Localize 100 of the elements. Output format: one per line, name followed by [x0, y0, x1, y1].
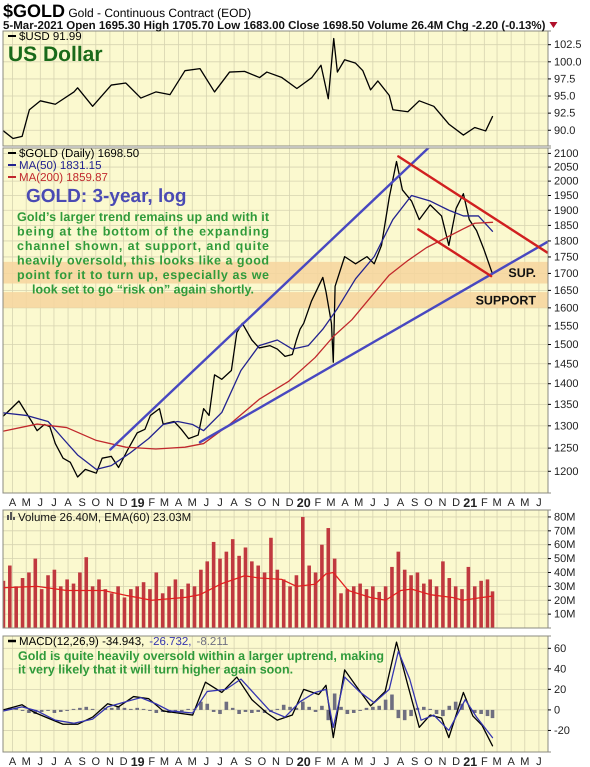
x-tick-label: J	[536, 756, 542, 767]
x-tick-label: D	[452, 496, 460, 509]
y-tick-label: 2050	[554, 162, 578, 174]
x-tick-label: F	[480, 496, 488, 509]
x-tick-label: M	[520, 496, 530, 509]
x-tick-label: J	[384, 496, 390, 509]
legend-label: $GOLD (Daily) 1698.50	[19, 148, 140, 160]
x-tick-label: A	[396, 496, 405, 509]
x-tick-label: S	[78, 756, 86, 767]
chart-title: Volume 26.40M, EMA(60) 23.03M	[18, 512, 192, 524]
x-tick-label: O	[258, 756, 267, 767]
y-tick-label: 80M	[554, 511, 576, 524]
y-tick-label: 92.5	[554, 108, 576, 120]
x-tick-label: A	[507, 496, 516, 509]
y-tick-label: 60M	[554, 539, 576, 552]
y-tick-label: 40M	[554, 566, 576, 579]
x-tick-label: M	[520, 756, 530, 767]
y-tick-label: 97.5	[554, 73, 576, 86]
band-label: SUPPORT	[476, 293, 536, 308]
x-tick-label: M	[22, 496, 31, 509]
y-tick-label: 1600	[554, 302, 578, 314]
x-tick-label: M	[188, 496, 197, 509]
y-tick-label: 1650	[554, 284, 578, 297]
x-tick-label: A	[507, 756, 516, 767]
y-tick-label: 20M	[554, 594, 576, 607]
x-tick-label: J	[204, 496, 210, 509]
x-tick-label: N	[272, 496, 280, 509]
x-tick-label: N	[106, 496, 114, 509]
x-tick-label: F	[314, 756, 322, 767]
y-tick-label: 95.0	[554, 90, 576, 103]
x-tick-label: D	[120, 756, 128, 767]
annotation: GOLD: 3-year, log	[26, 186, 186, 207]
y-tick-label: 1300	[554, 420, 578, 432]
x-tick-label: F	[314, 496, 322, 509]
chart-title: $GOLD Gold - Continuous Contract (EOD)	[3, 1, 252, 21]
x-tick-label: J	[217, 496, 223, 509]
y-tick-label: 10M	[554, 608, 576, 621]
x-tick-label: A	[341, 496, 350, 509]
x-tick-label: J	[38, 496, 44, 509]
y-tick-label: -20	[554, 724, 570, 737]
y-tick-label: 90.0	[554, 124, 576, 137]
x-tick-label: S	[411, 496, 418, 509]
y-tick-label: 1850	[554, 220, 578, 232]
y-tick-label: 0	[554, 704, 560, 716]
x-tick-label: O	[258, 496, 267, 509]
x-tick-label: S	[411, 756, 418, 767]
y-tick-label: 1900	[554, 204, 578, 217]
x-tick-label: M	[22, 756, 31, 767]
x-tick-label: A	[230, 496, 238, 509]
legend-label: $USD 91.99	[19, 31, 82, 43]
y-tick-label: 2000	[554, 176, 578, 188]
x-tick-label: J	[51, 756, 57, 767]
annotation: Gold’s larger trend remains up and with it being at the bottom of the expanding channel shown, at support, and quite heavily oversold, this looks like a good point for it to turn up, especially as we look set to go “risk on” again shortly.	[17, 210, 270, 296]
text: -8.211	[196, 636, 228, 648]
x-tick-label: M	[326, 756, 336, 767]
y-tick-label: 20	[554, 684, 566, 696]
x-tick-label: D	[286, 496, 294, 509]
legend-label: MA(50) 1831.15	[19, 160, 102, 172]
y-tick-label: 1550	[554, 320, 578, 332]
y-tick-label: 100.0	[554, 56, 582, 68]
x-tick-label: 20	[296, 754, 311, 767]
x-tick-label: 21	[463, 754, 478, 767]
y-tick-label: 2100	[554, 148, 578, 160]
x-tick-label: A	[64, 756, 72, 767]
x-tick-label: D	[452, 756, 460, 767]
x-tick-label: M	[492, 496, 502, 509]
y-tick-label: 1350	[554, 398, 578, 411]
annotation: US Dollar	[8, 43, 103, 66]
x-tick-label: 21	[463, 496, 478, 510]
legend-label: MA(200) 1859.87	[19, 172, 108, 184]
x-tick-label: A	[8, 756, 17, 767]
x-tick-label: F	[148, 496, 156, 509]
x-tick-label: M	[326, 496, 336, 509]
y-tick-label: 60	[554, 642, 566, 655]
x-tick-label: F	[148, 756, 156, 767]
x-tick-label: A	[64, 496, 72, 509]
x-tick-label: O	[424, 496, 434, 509]
y-tick-label: 1200	[554, 466, 578, 478]
chart-subtitle: 5-Mar-2021 Open 1695.30 High 1705.70 Low 1683.00 Close 1698.50 Volume 26.4M Chg -2.20 (-0.13%)	[3, 20, 546, 32]
x-tick-label: A	[230, 756, 238, 767]
x-tick-label: O	[92, 496, 101, 509]
x-tick-label: N	[272, 756, 280, 767]
x-tick-label: F	[480, 756, 488, 767]
y-tick-label: 1950	[554, 190, 578, 202]
x-tick-label: J	[370, 496, 376, 509]
x-tick-label: M	[354, 496, 364, 509]
y-tick-label: 1800	[554, 235, 578, 248]
x-tick-label: N	[438, 756, 446, 767]
x-tick-label: N	[106, 756, 114, 767]
y-tick-label: 102.5	[554, 39, 582, 52]
x-tick-label: J	[38, 756, 44, 767]
x-tick-label: A	[174, 756, 183, 767]
x-tick-label: O	[92, 756, 101, 767]
x-tick-label: N	[438, 496, 446, 509]
x-tick-label: A	[8, 496, 17, 509]
text: -26.732,	[149, 636, 192, 648]
y-tick-label: 1750	[554, 251, 578, 264]
x-tick-label: A	[396, 756, 405, 767]
x-tick-label: D	[286, 756, 294, 767]
x-tick-label: A	[341, 756, 350, 767]
